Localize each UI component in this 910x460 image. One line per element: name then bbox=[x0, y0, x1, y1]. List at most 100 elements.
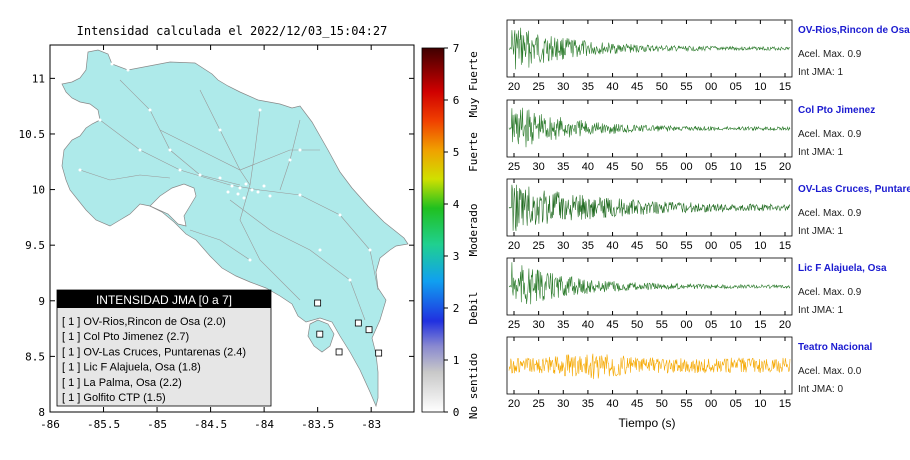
waveform-tick-label: 10 bbox=[754, 81, 766, 93]
time-axis-label: Tiempo (s) bbox=[619, 416, 676, 430]
waveform-tick-label: 30 bbox=[557, 398, 569, 410]
waveform-panels: 20 25 30 35 40 45 50 55 00 05 10 15 OV-Rios,Rincon d… bbox=[506, 19, 910, 410]
waveform-tick-label: 00 bbox=[680, 319, 692, 331]
waveform-tick-label: 45 bbox=[606, 319, 618, 331]
waveform-frame bbox=[506, 19, 793, 78]
max-acceleration: Acel. Max. 0.0 bbox=[798, 366, 862, 377]
waveform-tick-label: 15 bbox=[779, 240, 791, 252]
map-title: Intensidad calculada el 2022/12/03_15:04… bbox=[77, 24, 388, 38]
x-tick-label: -83 bbox=[361, 418, 381, 431]
waveform-tick-label: 55 bbox=[680, 81, 692, 93]
waveform-panel: 20 25 30 35 40 45 50 55 00 05 10 15 OV-Rios,Rincon d… bbox=[506, 19, 910, 93]
station-marker bbox=[314, 299, 322, 307]
jma-intensity: Int JMA: 1 bbox=[798, 67, 843, 78]
waveform-tick-label: 25 bbox=[508, 161, 520, 173]
station-marker bbox=[354, 319, 362, 327]
waveform-panel: 25 30 35 40 45 50 55 00 05 10 15 20 Lic F Alajuela, … bbox=[506, 257, 887, 331]
waveform-tick-label: 05 bbox=[730, 81, 742, 93]
max-acceleration: Acel. Max. 0.9 bbox=[798, 208, 862, 219]
colorbar-gradient bbox=[421, 47, 445, 413]
station-marker bbox=[335, 348, 343, 356]
waveform-trace bbox=[508, 262, 791, 305]
waveform-tick-label: 50 bbox=[631, 161, 643, 173]
waveform-trace bbox=[509, 27, 791, 70]
waveform-tick-label: 15 bbox=[779, 398, 791, 410]
waveform-tick-label: 30 bbox=[533, 161, 545, 173]
max-acceleration: Acel. Max. 0.9 bbox=[798, 287, 862, 298]
colorbar-tick-label: 0 bbox=[453, 406, 460, 419]
jma-intensity: Int JMA: 1 bbox=[798, 305, 843, 316]
waveform-tick-label: 50 bbox=[656, 240, 668, 252]
x-tick-label: -86 bbox=[40, 418, 60, 431]
waveform-tick-label: 20 bbox=[508, 240, 520, 252]
station-name: Lic F Alajuela, Osa bbox=[798, 263, 887, 274]
legend-entry: [ 1 ] Golfito CTP (1.5) bbox=[62, 392, 166, 404]
colorbar-label: Fuerte bbox=[467, 132, 480, 172]
y-tick-label: 9.5 bbox=[25, 239, 45, 252]
waveform-tick-label: 05 bbox=[705, 319, 717, 331]
waveform-trace bbox=[508, 184, 791, 232]
waveform-trace bbox=[508, 107, 791, 148]
waveform-tick-label: 05 bbox=[705, 161, 717, 173]
colorbar-tick-label: 2 bbox=[453, 302, 460, 315]
station-markers bbox=[314, 299, 383, 357]
waveform-tick-label: 25 bbox=[508, 319, 520, 331]
waveform-tick-label: 25 bbox=[533, 398, 545, 410]
waveform-tick-label: 45 bbox=[631, 398, 643, 410]
jma-intensity: Int JMA: 1 bbox=[798, 226, 843, 237]
station-name: Teatro Nacional bbox=[798, 342, 872, 353]
legend-entry: [ 1 ] OV-Rios,Rincon de Osa (2.0) bbox=[62, 316, 226, 328]
waveform-tick-label: 25 bbox=[533, 81, 545, 93]
max-acceleration: Acel. Max. 0.9 bbox=[798, 129, 862, 140]
station-name: OV-Las Cruces, Puntarenas bbox=[798, 184, 910, 195]
colorbar-tick-label: 4 bbox=[453, 198, 460, 211]
station-name: OV-Rios,Rincon de Osa bbox=[798, 25, 910, 36]
waveform-tick-label: 00 bbox=[705, 240, 717, 252]
waveform-tick-label: 05 bbox=[730, 240, 742, 252]
legend-title: INTENSIDAD JMA [0 a 7] bbox=[96, 293, 232, 307]
waveform-tick-label: 15 bbox=[779, 81, 791, 93]
colorbar-tick-label: 7 bbox=[453, 42, 460, 55]
colorbar-label: Debil bbox=[467, 291, 480, 324]
y-tick-label: 9 bbox=[38, 295, 45, 308]
waveform-panel: 20 25 30 35 40 45 50 55 00 05 10 15 OV-Las Cruces, P… bbox=[506, 178, 910, 252]
waveform-tick-label: 55 bbox=[656, 161, 668, 173]
legend-entry: [ 1 ] Col Pto Jimenez (2.7) bbox=[62, 331, 189, 343]
y-tick-label: 10.5 bbox=[19, 128, 46, 141]
waveform-tick-label: 20 bbox=[779, 319, 791, 331]
waveform-tick-label: 55 bbox=[656, 319, 668, 331]
waveform-tick-label: 30 bbox=[533, 319, 545, 331]
colorbar: 0 1 2 3 4 5 6 7 No sentido Debil Moderado Fuerte Mu… bbox=[421, 42, 480, 419]
nicoya-gulf bbox=[149, 183, 197, 227]
waveform-tick-label: 35 bbox=[557, 161, 569, 173]
waveform-tick-label: 40 bbox=[606, 240, 618, 252]
waveform-tick-label: 10 bbox=[754, 398, 766, 410]
waveform-tick-label: 00 bbox=[705, 81, 717, 93]
map-frame bbox=[49, 44, 415, 413]
waveform-tick-label: 05 bbox=[730, 398, 742, 410]
colorbar-label: Moderado bbox=[467, 204, 480, 257]
waveform-tick-label: 45 bbox=[606, 161, 618, 173]
station-marker bbox=[316, 330, 324, 338]
waveform-tick-label: 40 bbox=[606, 81, 618, 93]
waveform-tick-label: 00 bbox=[680, 161, 692, 173]
colorbar-tick-label: 6 bbox=[453, 94, 460, 107]
waveform-tick-label: 10 bbox=[730, 319, 742, 331]
map-x-axis: -86 -85.5 -85 -84.5 -84 -83.5 -83 bbox=[40, 45, 381, 431]
jma-intensity: Int JMA: 1 bbox=[798, 147, 843, 158]
colorbar-tick-label: 1 bbox=[453, 354, 460, 367]
jma-intensity: Int JMA: 0 bbox=[798, 384, 843, 395]
colorbar-label: No sentido bbox=[467, 353, 480, 419]
costa-rica-land bbox=[61, 49, 409, 408]
waveform-tick-label: 55 bbox=[680, 398, 692, 410]
waveform-tick-label: 20 bbox=[508, 398, 520, 410]
waveform-tick-label: 15 bbox=[754, 319, 766, 331]
intensity-legend: INTENSIDAD JMA [0 a 7] [ 1 ] OV-Rios,Rin… bbox=[56, 289, 272, 407]
x-tick-label: -85 bbox=[147, 418, 167, 431]
waveform-tick-label: 40 bbox=[582, 161, 594, 173]
waveform-tick-label: 25 bbox=[533, 240, 545, 252]
waveform-tick-label: 40 bbox=[582, 319, 594, 331]
waveform-tick-label: 40 bbox=[606, 398, 618, 410]
waveform-tick-label: 00 bbox=[705, 398, 717, 410]
